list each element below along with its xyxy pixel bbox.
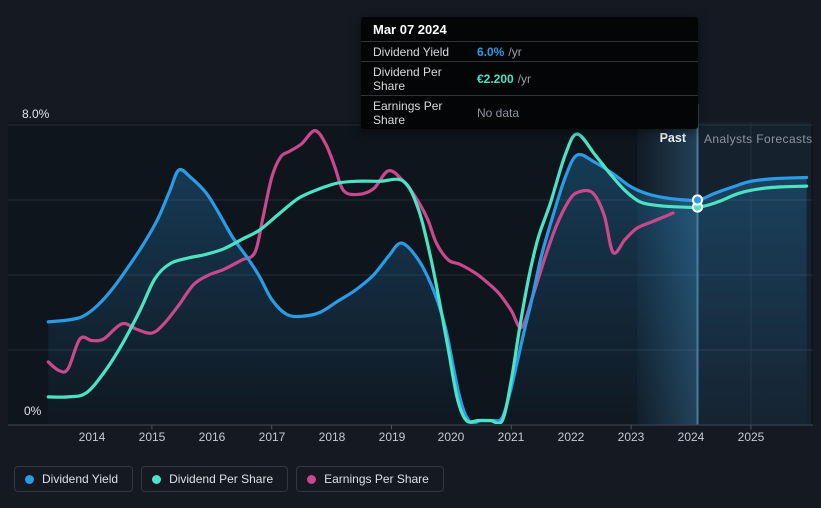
dividend-yield-dot-icon (25, 474, 34, 484)
past-label: Past (659, 131, 686, 145)
x-axis-year-label: 2021 (497, 430, 525, 444)
tooltip-label: Dividend Yield (373, 44, 450, 59)
earnings-per-share-line (46, 129, 675, 374)
tooltip-value-suffix: /yr (517, 71, 532, 86)
legend-label: Earnings Per Share (324, 472, 429, 486)
legend-item-dividend-per-share[interactable]: Dividend Per Share (141, 466, 289, 492)
x-axis-year-label: 2015 (138, 430, 166, 444)
tooltip-value: 6.0% (477, 44, 505, 59)
x-axis-year-label: 2018 (318, 430, 346, 444)
legend-label: Dividend Yield (42, 472, 119, 486)
tooltip-row-dividend-yield: Dividend Yield 6.0% /yr (361, 41, 698, 61)
tooltip-date: Mar 07 2024 (373, 22, 447, 37)
dividend-yield-line (46, 152, 809, 424)
dividend-yield-marker[interactable] (691, 194, 704, 206)
x-axis-year-label: 2017 (258, 430, 286, 444)
x-axis-year-label: 2019 (378, 430, 406, 444)
tooltip-value-suffix: /yr (508, 44, 522, 59)
tooltip-value: No data (477, 105, 520, 120)
x-axis-year-label: 2024 (677, 430, 705, 444)
tooltip-value: €2.200 (477, 71, 514, 86)
dividend-per-share-dot-icon (152, 474, 162, 484)
tooltip-row-dividend-per-share: Dividend Per Share €2.200 /yr (361, 61, 698, 95)
x-axis-year-label: 2016 (198, 430, 226, 444)
dividend-per-share-line (46, 132, 809, 424)
tooltip-label: Dividend Per Share (373, 64, 442, 93)
chart-legend: Dividend Yield Dividend Per Share Earnin… (14, 466, 444, 492)
y-axis-label-min: 0% (24, 404, 42, 418)
y-axis-label-max: 8.0% (22, 107, 50, 121)
x-axis-year-label: 2020 (437, 430, 465, 444)
x-axis-year-label: 2022 (557, 430, 585, 444)
legend-item-dividend-yield[interactable]: Dividend Yield (14, 466, 134, 492)
tooltip-row-earnings-per-share: Earnings Per Share No data (361, 95, 698, 129)
earnings-per-share-dot-icon (307, 474, 317, 484)
hover-tooltip: Mar 07 2024 Dividend Yield 6.0% /yr Divi… (361, 17, 698, 129)
x-axis-year-label: 2014 (78, 430, 106, 444)
x-axis-year-label: 2023 (617, 430, 645, 444)
dividend-yield-area (48, 154, 807, 424)
analysts-forecasts-label: Analysts Forecasts (704, 132, 813, 146)
legend-item-earnings-per-share[interactable]: Earnings Per Share (296, 466, 444, 492)
legend-label: Dividend Per Share (169, 472, 274, 486)
x-axis-year-label: 2025 (737, 430, 765, 444)
tooltip-label: Earnings Per Share (373, 98, 443, 127)
